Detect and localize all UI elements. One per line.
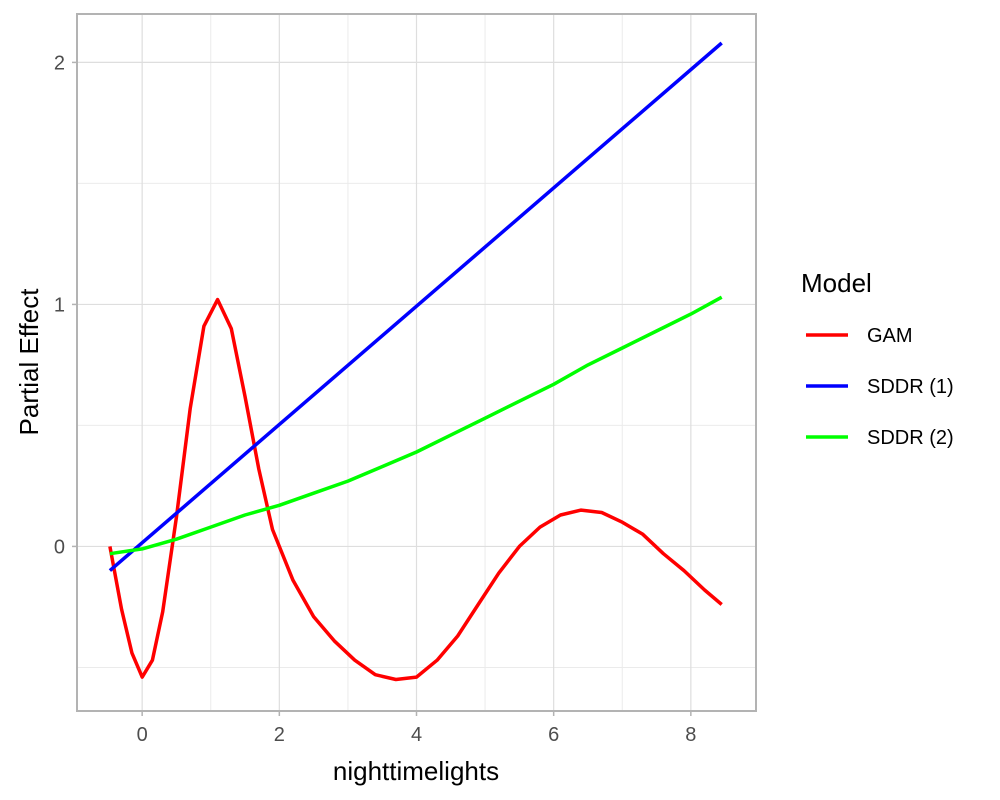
series-lines (108, 41, 723, 682)
y-tick-label: 1 (54, 294, 65, 316)
y-tick-label: 2 (54, 52, 65, 74)
y-axis-title: Partial Effect (14, 288, 44, 436)
series-line-gam (108, 297, 723, 682)
x-tick-label: 0 (137, 724, 148, 746)
legend-label-sddr-2: SDDR (2) (867, 427, 954, 449)
legend-label-sddr-1: SDDR (1) (867, 376, 954, 398)
legend-label-gam: GAM (867, 325, 913, 347)
x-axis-ticks: 0 2 4 6 8 (137, 711, 696, 746)
x-tick-label: 4 (411, 724, 422, 746)
x-axis-title: nighttimelights (333, 756, 499, 786)
y-axis-ticks: 0 1 2 (54, 52, 77, 558)
grid (77, 14, 756, 711)
legend-items: GAM SDDR (1) SDDR (2) (806, 325, 954, 449)
x-tick-label: 6 (548, 724, 559, 746)
x-tick-label: 8 (685, 724, 696, 746)
y-tick-label: 0 (54, 536, 65, 558)
legend: Model GAM SDDR (1) SDDR (2) (801, 268, 954, 449)
x-tick-label: 2 (274, 724, 285, 746)
legend-title: Model (801, 268, 872, 298)
series-line-sddr-1 (108, 41, 723, 572)
series-line-sddr-2 (109, 295, 723, 556)
